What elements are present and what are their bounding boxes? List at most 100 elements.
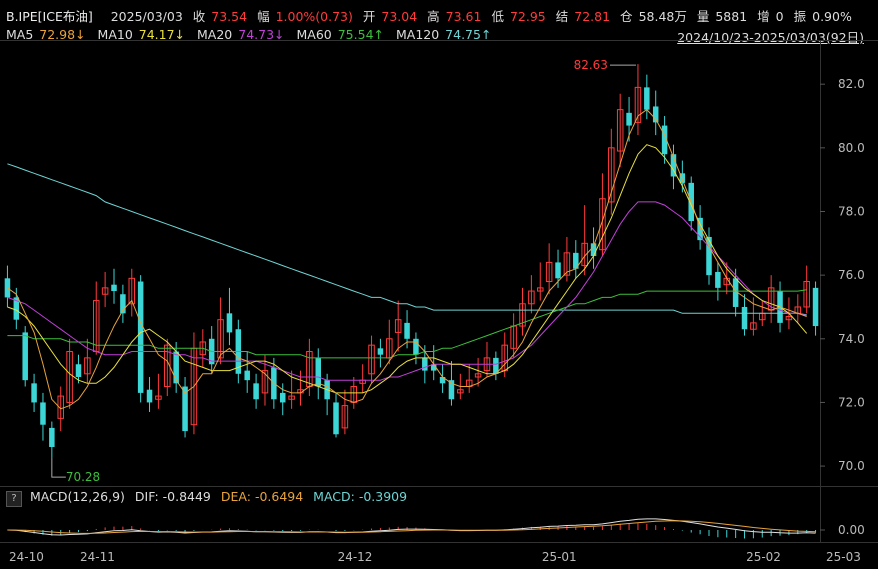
candle-body <box>137 281 144 393</box>
panel-divider <box>0 486 878 487</box>
oi-label: 仓 58.48万 <box>620 9 687 24</box>
quote-info-bar: B.IPE[ICE布油] 2025/03/03 收 73.54 幅 1.00%(0.… <box>6 6 858 25</box>
date-range-selector[interactable]: 2024/10/23-2025/03/03(92日) <box>677 30 864 45</box>
candle-body <box>217 319 224 359</box>
candle-body <box>368 344 375 375</box>
candle-body <box>75 364 82 377</box>
candle-body <box>22 332 28 381</box>
dea-line <box>7 520 816 534</box>
candle-body <box>101 287 109 295</box>
dif-value: -0.8449 <box>162 489 211 504</box>
y-tick-label: 74.0 <box>838 332 865 346</box>
candle-body <box>528 290 535 305</box>
price-axis: 82.0 80.0 78.0 76.0 74.0 72.0 70.0 <box>820 77 865 473</box>
vol-label: 量 5881 <box>696 9 748 24</box>
ma20-label: MA20 <box>197 27 233 42</box>
y-tick-label: 70.0 <box>838 459 865 473</box>
max-price-label: 82.63 <box>574 58 608 72</box>
candle-body <box>422 357 428 371</box>
candle-body <box>555 262 561 279</box>
candle-body <box>430 364 437 371</box>
ma10-label: MA10 <box>97 27 133 42</box>
candle-body <box>785 316 793 321</box>
candle-body <box>244 370 250 381</box>
ma10-line <box>7 144 808 394</box>
candle-body <box>616 109 624 152</box>
candle-body <box>652 106 659 123</box>
close-value: 73.54 <box>211 9 248 24</box>
candle-body <box>590 243 597 257</box>
candle-body <box>573 252 579 269</box>
candle-body <box>13 297 20 320</box>
candle-body <box>40 402 46 425</box>
macd-label: MACD(12,26,9) <box>29 489 125 504</box>
dea-value: -0.6494 <box>254 489 304 504</box>
candle-body <box>670 154 677 177</box>
low-label: 低 72.95 <box>491 9 546 24</box>
high-label: 高 73.61 <box>427 9 482 24</box>
candle-body <box>626 112 632 126</box>
candle-body <box>377 348 384 355</box>
candle-body <box>253 383 259 400</box>
candle-body <box>519 303 526 327</box>
change-label: 幅 1.00%(0.73) <box>257 9 353 24</box>
candle-body <box>66 351 73 403</box>
axis-border <box>820 40 821 543</box>
min-pointer <box>51 457 66 478</box>
macd-bottom-border <box>0 542 878 543</box>
x-tick-label: 25-03 <box>826 550 861 564</box>
symbol-name[interactable]: B.IPE[ICE布油] <box>6 9 93 24</box>
ma10-value: 74.17↓ <box>138 27 186 42</box>
candle-body <box>128 277 136 305</box>
candle-body <box>413 338 419 355</box>
candle-body <box>563 252 571 276</box>
open-label: 开 73.04 <box>362 9 418 24</box>
candle-body <box>750 322 757 330</box>
candle-body <box>146 389 153 403</box>
candle-body <box>31 383 37 403</box>
min-price-label: 70.28 <box>66 470 100 484</box>
candle-body <box>644 87 650 110</box>
candle-body <box>812 287 819 327</box>
candle-body <box>493 357 499 374</box>
candle-body <box>120 294 126 314</box>
ma5-line <box>7 108 807 410</box>
x-tick-label: 24-12 <box>338 550 373 564</box>
candle-body <box>581 242 588 267</box>
ma120-value: 74.75↑ <box>445 27 492 42</box>
help-icon[interactable]: ? <box>6 491 22 507</box>
dea-label: DEA: <box>220 489 251 504</box>
y-tick-label: 76.0 <box>838 268 865 282</box>
candle-body <box>608 147 615 203</box>
candle-body <box>288 395 295 400</box>
candle-body <box>634 86 642 123</box>
candle-body <box>261 370 269 394</box>
y-tick-label: 82.0 <box>838 77 865 91</box>
time-axis: 24-10 24-11 24-12 25-01 25-02 25-03 <box>9 550 861 564</box>
candle-body <box>341 405 349 429</box>
ma120-label: MA120 <box>395 27 440 42</box>
candle-body <box>49 427 55 447</box>
candle-body <box>545 261 553 283</box>
candle-body <box>474 373 482 378</box>
oi-value: 58.48万 <box>638 9 687 24</box>
candles <box>4 64 819 458</box>
grid-lines <box>0 40 878 543</box>
ma5-value: 72.98↓ <box>39 27 86 42</box>
ma-legend: MA5 72.98↓ MA10 74.17↓ MA20 74.73↓ MA60 … <box>6 27 493 42</box>
candle-body <box>226 313 233 333</box>
candle-body <box>803 281 810 308</box>
quote-date: 2025/03/03 <box>110 9 183 24</box>
inc-value: 0 <box>775 9 784 24</box>
candle-body <box>706 236 712 276</box>
candle-body <box>279 392 286 403</box>
dif-label: DIF: <box>134 489 159 504</box>
y-tick-label: 78.0 <box>838 204 865 218</box>
macd-header: ? MACD(12,26,9) DIF: -0.8449 DEA: -0.649… <box>6 489 407 507</box>
annotations: 82.63 70.28 <box>51 58 636 484</box>
top-border <box>0 40 878 41</box>
amp-label: 振 0.90% <box>793 9 852 24</box>
ma5-label: MA5 <box>6 27 34 42</box>
settle-value: 72.81 <box>574 9 611 24</box>
